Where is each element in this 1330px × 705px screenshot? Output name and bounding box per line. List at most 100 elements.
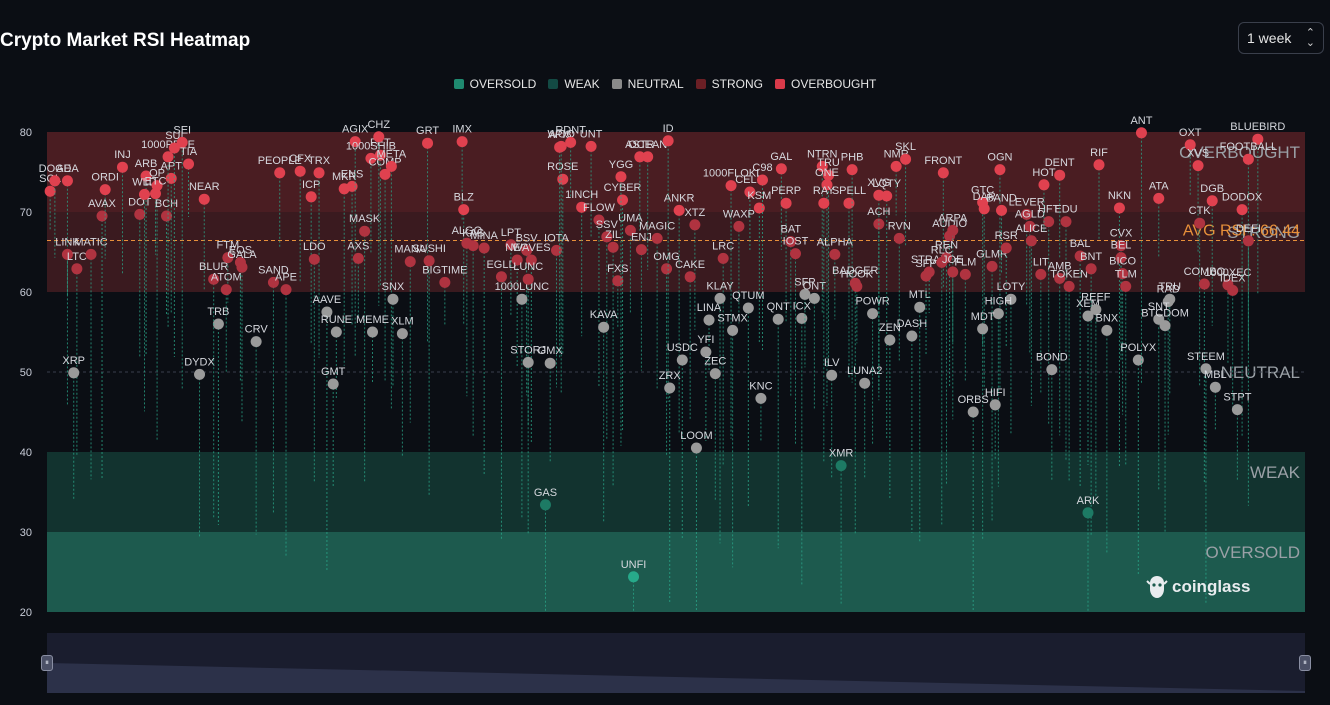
data-point [116, 161, 128, 173]
point-label: BNX [1096, 312, 1119, 324]
data-point [684, 271, 696, 283]
legend-label: WEAK [564, 77, 600, 91]
point-label: UNT [580, 128, 603, 140]
data-point [859, 377, 871, 389]
data-point [1159, 320, 1171, 332]
point-label: WAVES [512, 242, 551, 254]
legend-item-neutral[interactable]: NEUTRAL [611, 77, 684, 91]
y-tick-label: 40 [20, 447, 32, 459]
data-point [1074, 250, 1086, 262]
data-point [349, 136, 361, 148]
data-point [612, 275, 624, 287]
data-point [914, 301, 926, 313]
data-point [1046, 364, 1058, 376]
point-label: FTM [217, 240, 240, 252]
slider-left-handle[interactable]: ⏸ [41, 655, 53, 671]
period-select[interactable]: 1 week ⌃ ⌄ [1238, 22, 1324, 54]
data-point [294, 165, 306, 177]
data-point [772, 313, 784, 325]
data-point [756, 174, 768, 186]
point-label: DEFI [1236, 223, 1261, 235]
point-label: MASK [349, 213, 381, 225]
legend-swatch [453, 79, 464, 89]
data-point [634, 151, 646, 163]
zoom-slider[interactable]: ⏸ ⏸ [41, 633, 1311, 693]
data-point [936, 256, 948, 268]
legend-swatch [695, 79, 706, 89]
point-label: APE [275, 272, 297, 284]
data-point [1054, 169, 1066, 181]
data-point [71, 263, 83, 275]
legend-item-overbought[interactable]: OVERBOUGHT [775, 77, 876, 91]
data-point [851, 280, 863, 292]
point-label: TIA [180, 146, 198, 158]
point-label: HIFI [985, 387, 1006, 399]
point-label: STPT [1223, 392, 1251, 404]
point-label: AGLD [1015, 208, 1045, 220]
data-point [615, 171, 627, 183]
point-label: BAT [781, 224, 802, 236]
data-point [1242, 235, 1254, 247]
point-label: XTZ [684, 207, 705, 219]
point-label: CAKE [675, 259, 705, 271]
point-label: STMX [717, 312, 748, 324]
point-label: BLUR [199, 261, 228, 273]
data-point [959, 268, 971, 280]
data-point [996, 204, 1008, 216]
data-point [138, 188, 150, 200]
point-label: ZEC [704, 356, 726, 368]
point-label: BAL [1070, 238, 1091, 250]
point-label: CFX [289, 153, 312, 165]
point-label: ANKR [664, 192, 695, 204]
data-point [61, 175, 73, 187]
point-label: QNT [767, 301, 791, 313]
point-label: LOOM [680, 430, 712, 442]
point-label: C98 [752, 162, 772, 174]
chevron-updown-icon: ⌃ ⌄ [1305, 27, 1315, 49]
data-point [893, 232, 905, 244]
point-label: ALGO [452, 225, 483, 237]
point-label: ENJ [631, 232, 652, 244]
point-label: AAVE [313, 294, 342, 306]
data-point [1101, 324, 1113, 336]
legend-swatch [611, 79, 622, 89]
legend-item-weak[interactable]: WEAK [548, 77, 600, 91]
point-label: CELR [735, 174, 764, 186]
data-point [900, 153, 912, 165]
data-point [404, 256, 416, 268]
point-label: AUDIO [932, 218, 967, 230]
data-point [881, 190, 893, 202]
point-label: IMX [452, 124, 472, 136]
rsi-heatmap-chart: OVERSOLDWEAKNEUTRALSTRONGOVERBOUGHT20304… [20, 115, 1305, 619]
point-label: MTL [909, 289, 931, 301]
legend-item-strong[interactable]: STRONG [695, 77, 763, 91]
y-tick-label: 50 [20, 367, 32, 379]
legend-item-oversold[interactable]: OVERSOLD [453, 77, 536, 91]
slider-preview [47, 663, 1305, 693]
point-label: SPELL [832, 185, 866, 197]
data-point [598, 321, 610, 333]
point-label: MBL [1204, 369, 1227, 381]
data-point [617, 194, 629, 206]
point-label: LRC [712, 240, 734, 252]
point-label: HOOK [841, 268, 874, 280]
point-label: XVS [1187, 148, 1209, 160]
point-label: ROSE [547, 161, 578, 173]
point-label: BSV [516, 232, 539, 244]
slider-right-handle[interactable]: ⏸ [1299, 655, 1311, 671]
data-point [374, 149, 386, 161]
data-point [522, 356, 534, 368]
data-point [1082, 310, 1094, 322]
point-label: BOND [1036, 352, 1068, 364]
point-label: DOGE [39, 163, 71, 175]
data-point [1200, 363, 1212, 375]
point-label: NTRN [807, 148, 838, 160]
data-point [755, 392, 767, 404]
zone-band-weak [47, 452, 1305, 532]
point-label: MANA [394, 244, 426, 256]
point-label: EDU [1054, 204, 1077, 216]
data-point [1093, 159, 1105, 171]
data-point [165, 172, 177, 184]
point-label: FRONT [924, 155, 962, 167]
point-label: USDC [667, 342, 698, 354]
